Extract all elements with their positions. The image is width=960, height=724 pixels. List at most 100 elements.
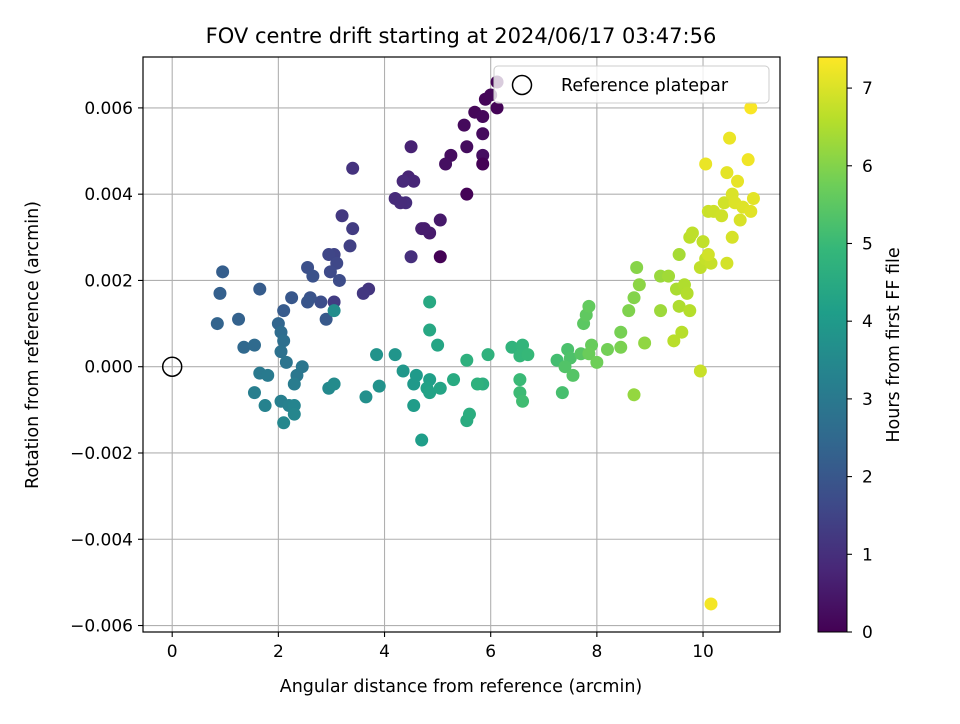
data-point <box>323 265 337 279</box>
data-point <box>332 273 346 287</box>
data-point <box>247 386 261 400</box>
colorbar-tick-label: 6 <box>862 157 873 177</box>
data-point <box>407 399 421 413</box>
data-point <box>335 209 349 223</box>
data-point <box>423 386 437 400</box>
data-point <box>725 230 739 244</box>
data-point <box>462 407 476 421</box>
data-points <box>210 75 760 611</box>
colorbar-ticks: 0 1 2 3 4 5 6 7 <box>847 79 873 643</box>
data-point <box>662 269 676 283</box>
data-point <box>715 209 729 223</box>
data-point <box>614 340 628 354</box>
data-point <box>717 196 731 210</box>
y-axis-label: Rotation from reference (arcmin) <box>23 201 43 489</box>
colorbar-tick-label: 1 <box>862 545 873 565</box>
x-axis: 0 2 4 6 8 10 <box>167 632 714 662</box>
y-tick-label: 0.006 <box>84 99 133 119</box>
colorbar-gradient <box>817 56 848 633</box>
data-point <box>213 286 227 300</box>
data-point <box>327 304 341 318</box>
colorbar-tick-label: 7 <box>862 79 873 99</box>
data-point <box>566 368 580 382</box>
data-point <box>396 364 410 378</box>
x-tick-label: 6 <box>485 642 496 662</box>
data-point <box>476 127 490 141</box>
data-point <box>630 261 644 275</box>
data-point <box>433 250 447 264</box>
data-point <box>627 291 641 305</box>
y-tick-label: −0.006 <box>70 617 133 637</box>
data-point <box>396 174 410 188</box>
x-tick-label: 4 <box>379 642 390 662</box>
data-point <box>423 295 437 309</box>
chart-title: FOV centre drift starting at 2024/06/17 … <box>206 24 717 48</box>
data-point <box>693 364 707 378</box>
data-point <box>415 433 429 447</box>
data-point <box>287 377 301 391</box>
data-point <box>638 336 652 350</box>
y-tick-label: 0.000 <box>84 358 133 378</box>
data-point <box>388 348 402 362</box>
data-point <box>683 304 697 318</box>
data-point <box>672 248 686 262</box>
data-point <box>558 360 572 374</box>
data-point <box>516 394 530 408</box>
x-tick-label: 8 <box>591 642 602 662</box>
y-tick-label: 0.002 <box>84 271 133 291</box>
data-point <box>720 256 734 270</box>
x-tick-label: 10 <box>692 642 714 662</box>
data-point <box>277 304 291 318</box>
data-point <box>696 235 710 249</box>
data-point <box>590 355 604 369</box>
data-point <box>667 334 681 348</box>
colorbar-tick-label: 0 <box>862 623 873 643</box>
data-point <box>359 390 373 404</box>
data-point <box>733 213 747 227</box>
colorbar-tick-label: 4 <box>862 312 873 332</box>
reference-marker <box>161 356 183 377</box>
data-point <box>460 140 474 154</box>
y-tick-label: 0.004 <box>84 185 133 205</box>
data-point <box>701 248 715 262</box>
data-point <box>210 317 224 331</box>
data-point <box>287 407 301 421</box>
data-point <box>322 248 336 262</box>
data-point <box>393 196 407 210</box>
data-point <box>407 174 421 188</box>
data-point <box>447 373 461 387</box>
data-point <box>439 157 453 171</box>
data-point <box>404 140 418 154</box>
data-point <box>314 295 328 309</box>
data-point <box>274 345 288 359</box>
y-axis: −0.006 −0.004 −0.002 0.000 0.002 0.004 0.006 <box>70 99 143 637</box>
data-point <box>433 381 447 395</box>
data-point <box>672 299 686 313</box>
data-point <box>699 157 713 171</box>
data-point <box>285 291 299 305</box>
data-point <box>277 334 291 348</box>
x-axis-label: Angular distance from reference (arcmin) <box>280 677 643 697</box>
data-point <box>481 348 495 362</box>
data-point <box>516 338 530 352</box>
data-point <box>356 286 370 300</box>
y-tick-label: −0.002 <box>70 444 133 464</box>
data-point <box>258 399 272 413</box>
data-point <box>372 379 386 393</box>
colorbar-tick-label: 3 <box>862 390 873 410</box>
data-point <box>731 174 745 188</box>
data-point <box>232 312 246 326</box>
data-point <box>423 323 437 337</box>
data-point <box>216 265 230 279</box>
data-point <box>476 157 490 171</box>
data-point <box>433 213 447 227</box>
legend: Reference platepar <box>493 65 770 104</box>
data-point <box>513 373 527 387</box>
data-point <box>746 191 760 205</box>
data-point <box>654 304 668 318</box>
data-point <box>600 342 614 356</box>
data-point <box>627 388 641 402</box>
reference-point <box>161 356 183 377</box>
data-point <box>370 348 384 362</box>
